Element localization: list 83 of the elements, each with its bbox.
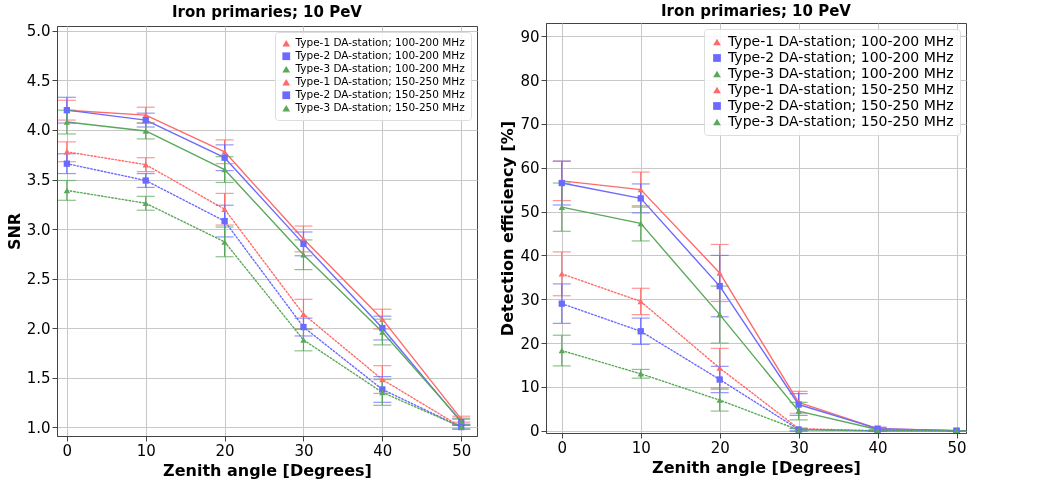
legend-label: Type-2 DA-station; 100-200 MHz	[294, 49, 466, 62]
y-tick-label: 40	[520, 246, 540, 265]
y-tick-label: 0	[529, 422, 540, 441]
point	[221, 154, 228, 161]
point	[795, 408, 802, 414]
point	[63, 160, 71, 167]
point	[221, 166, 228, 173]
legend-label: Type-1 DA-station; 100-200 MHz	[727, 33, 954, 49]
y-axis-title: Detection efficiency [%]	[498, 120, 518, 337]
point	[63, 149, 71, 155]
y-tick-label: 3.0	[26, 220, 51, 239]
x-tick-label: 20	[215, 441, 235, 460]
point	[716, 270, 723, 276]
point	[142, 116, 149, 124]
y-axis-title: SNR	[4, 212, 24, 251]
y-tick-label: 10	[520, 378, 540, 397]
point	[558, 271, 565, 277]
y-tick-label: 4.5	[26, 71, 51, 90]
chart-title: Iron primaries; 10 PeV	[172, 2, 363, 21]
point	[379, 329, 386, 335]
point	[300, 311, 307, 317]
x-axis-title: Zenith angle [Degrees]	[163, 460, 372, 480]
y-tick-label: 70	[520, 115, 540, 134]
y-tick-label: 2.0	[26, 319, 51, 338]
x-tick-label: 40	[373, 441, 393, 460]
point	[63, 119, 71, 125]
point	[637, 195, 644, 202]
point	[221, 206, 228, 212]
y-tick-label: 1.0	[26, 418, 51, 437]
y-tick-label: 90	[520, 27, 540, 46]
legend-label: Type-2 DA-station; 100-200 MHz	[727, 49, 954, 65]
x-tick-label: 40	[868, 438, 888, 457]
point	[716, 282, 723, 290]
point	[63, 187, 71, 194]
x-tick-label: 50	[452, 441, 472, 460]
x-tick-label: 30	[789, 438, 809, 457]
legend-label: Type-3 DA-station; 150-250 MHz	[727, 113, 954, 129]
y-tick-label: 1.5	[26, 369, 51, 388]
y-tick-label: 60	[520, 159, 540, 178]
y-tick-label: 3.5	[26, 171, 51, 189]
legend-label: Type-3 DA-station; 100-200 MHz	[294, 62, 466, 75]
point	[716, 397, 723, 403]
legend-label: Type-1 DA-station; 100-200 MHz	[294, 36, 466, 49]
y-tick-label: 30	[520, 290, 540, 309]
point	[221, 217, 228, 225]
y-tick-label: 80	[520, 71, 540, 90]
x-tick-label: 10	[136, 441, 156, 460]
point	[221, 149, 228, 155]
x-tick-label: 0	[62, 441, 73, 460]
x-tick-label: 0	[557, 438, 568, 457]
legend-label: Type-1 DA-station; 150-250 MHz	[727, 81, 954, 97]
point	[142, 128, 149, 134]
point	[300, 252, 307, 258]
x-tick-label: 10	[631, 438, 651, 457]
legend-label: Type-3 DA-station; 100-200 MHz	[727, 65, 954, 81]
point	[716, 365, 723, 371]
legend-label: Type-3 DA-station; 150-250 MHz	[294, 101, 466, 114]
legend-label: Type-2 DA-station; 150-250 MHz	[294, 88, 466, 101]
legend-label: Type-1 DA-station; 150-250 MHz	[294, 75, 466, 88]
point	[716, 376, 723, 383]
point	[142, 200, 149, 207]
y-tick-label: 2.5	[26, 270, 51, 289]
chart-title: Iron primaries; 10 PeV	[661, 2, 852, 20]
point	[637, 220, 644, 227]
x-tick-label: 20	[710, 438, 730, 457]
y-tick-label: 50	[520, 203, 540, 222]
point	[558, 204, 565, 210]
point	[142, 177, 149, 184]
x-axis-title: Zenith angle [Degrees]	[652, 457, 861, 477]
point	[300, 323, 307, 331]
point	[637, 328, 644, 335]
point	[379, 316, 386, 322]
point	[300, 337, 307, 343]
x-tick-label: 30	[294, 441, 314, 460]
y-tick-label: 4.0	[26, 121, 51, 140]
point	[300, 240, 307, 248]
point	[379, 324, 386, 332]
y-tick-label: 5.0	[26, 22, 51, 41]
point	[221, 239, 228, 245]
x-tick-label: 50	[947, 438, 967, 457]
point	[558, 300, 565, 307]
legend-label: Type-2 DA-station; 150-250 MHz	[727, 97, 954, 113]
y-tick-label: 20	[520, 334, 540, 353]
